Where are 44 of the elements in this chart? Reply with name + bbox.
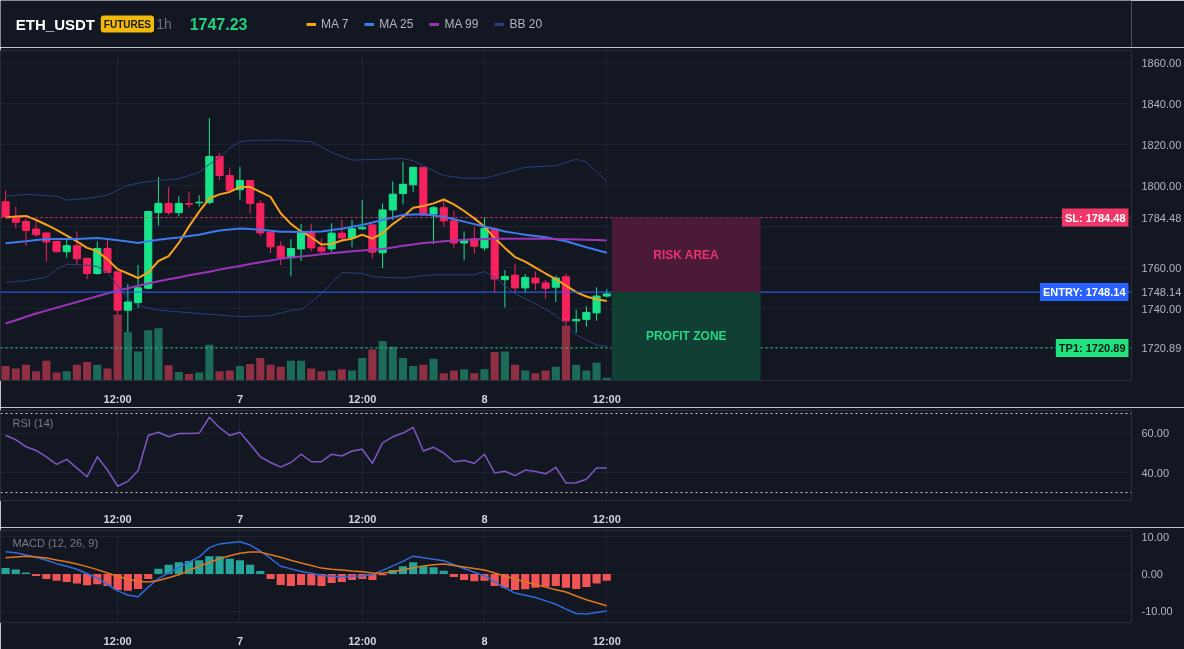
legend-label: MA 99	[444, 16, 479, 31]
x-tick-label: 12:00	[348, 392, 377, 405]
y-tick-label: 1820.00	[1141, 138, 1182, 151]
x-tick-label: 12:00	[592, 392, 621, 405]
ref-line-label: ENTRY: 1748.14	[1042, 286, 1127, 299]
y-tick-label: 1720.89	[1141, 341, 1182, 354]
y-tick-label: 60.00	[1141, 427, 1170, 440]
x-tick-label: 12:00	[592, 634, 621, 647]
ref-line-label: SL: 1784.48	[1064, 211, 1126, 224]
x-tick-label: 8	[481, 512, 488, 525]
x-tick-label: 7	[236, 392, 244, 405]
x-tick-label: 12:00	[348, 512, 377, 525]
legend-label: MA 7	[321, 16, 349, 31]
text: 1h	[156, 16, 172, 32]
ref-line-label: TP1: 1720.89	[1058, 341, 1126, 354]
text: 1747.23	[189, 16, 248, 33]
y-tick-label: 1748.14	[1141, 286, 1182, 299]
legend-label: BB 20	[509, 16, 543, 31]
x-tick-label: 12:00	[592, 512, 621, 525]
y-tick-label: -10.00	[1141, 605, 1173, 618]
chart-title: ETH_USDT	[15, 15, 95, 33]
legend-label: MA 25	[379, 16, 414, 31]
y-tick-label: 1760.00	[1141, 261, 1182, 274]
text: FUTURES	[103, 18, 152, 30]
x-tick-label: 7	[236, 512, 244, 525]
y-tick-label: 1840.00	[1141, 97, 1182, 110]
x-tick-label: 8	[481, 392, 488, 405]
x-tick-label: 8	[481, 634, 488, 647]
x-tick-label: 7	[236, 634, 244, 647]
text: MACD (12, 26, 9)	[12, 536, 99, 549]
y-tick-label: 40.00	[1141, 466, 1170, 479]
text: RSI (14)	[12, 416, 54, 429]
y-tick-label: 1784.48	[1141, 211, 1182, 224]
y-tick-label: 0.00	[1141, 568, 1163, 581]
x-tick-label: 12:00	[103, 392, 132, 405]
x-tick-label: 12:00	[103, 512, 132, 525]
y-tick-label: 1740.00	[1141, 302, 1182, 315]
y-tick-label: 10.00	[1141, 530, 1170, 543]
y-tick-label: 1800.00	[1141, 179, 1182, 192]
band-label: RISK AREA	[653, 247, 720, 262]
x-tick-label: 12:00	[103, 634, 132, 647]
y-tick-label: 1860.00	[1141, 56, 1182, 69]
x-tick-label: 12:00	[348, 634, 377, 647]
band-label: PROFIT ZONE	[645, 329, 727, 344]
